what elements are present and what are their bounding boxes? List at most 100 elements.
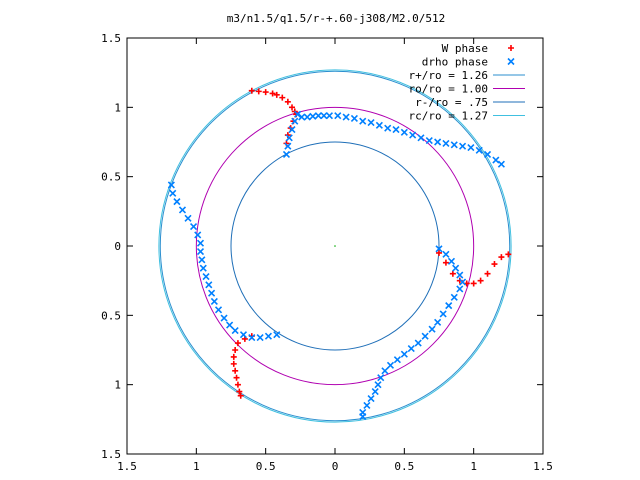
circle-0 [159,70,511,422]
drho-phase-point-10 [320,112,328,120]
x-tick-label-4: 0.5 [394,460,414,473]
drho-phase-point-57 [435,245,443,253]
w-phase-point-14 [436,249,442,256]
drho-phase-point-29 [475,146,483,154]
w-phase-point-34 [236,388,243,395]
legend-label-3: ro/ro = 1.00 [409,83,488,96]
origin-dot [334,245,336,247]
reference-circles [158,69,512,423]
drho-phase-point-52 [239,331,248,339]
drho-phase-point-27 [459,142,467,150]
drho-phase-point-9 [314,112,322,120]
w-phase-point-31 [232,367,239,374]
drho-phase-point-11 [325,112,334,120]
w-phase-point-1 [255,88,262,95]
drho-phase-point-2 [285,134,293,142]
y-tick-label-0: 1.5 [101,32,121,45]
drho-phase-point-45 [205,281,213,289]
y-tick-label-2: 0.5 [101,171,121,184]
legend-label-5: rc/ro = 1.27 [409,110,488,123]
y-axis: 1.5 1 0.5 0 0.5 1 1.5 [101,32,543,461]
w-phase-point-2 [262,89,269,96]
drho-phase-point-6 [298,113,306,121]
drho-phase-point-39 [194,231,202,239]
drho-phase-point-20 [400,128,408,136]
drho-phase-point-43 [199,264,207,272]
drho-phase-point-30 [483,150,492,159]
drho-phase-point-34 [169,189,177,197]
drho-phase-point-65 [445,302,453,310]
drho-phase-point-1 [284,142,292,150]
drho-phase-point-41 [196,247,205,256]
w-phase-point-3 [269,90,276,97]
drho-phase-point-63 [456,285,464,293]
x-tick-label-5: 1 [470,460,477,473]
w-phase-point-7 [289,104,296,111]
circle-3 [158,69,512,423]
drho-phase-point-25 [442,139,450,147]
w-phase-point-6 [284,98,291,105]
drho-phase-point-7 [303,113,311,121]
w-phase-point-27 [234,340,241,347]
drho-phase-point-58 [442,250,450,258]
drho-phase-point-26 [450,141,458,149]
y-tick-label-4: 0.5 [101,309,121,322]
drho-phase-point-71 [407,345,415,353]
drho-phase-point-62 [459,278,467,286]
drho-phase-point-56 [273,331,281,339]
drho-phase-point-15 [359,117,367,125]
drho-phase-point-3 [288,125,296,134]
w-phase-point-0 [248,87,255,94]
y-tick-label-3: 0 [114,240,121,253]
drho-phase-point-60 [452,264,460,272]
drho-phase-point-61 [456,271,464,279]
w-phase-point-35 [237,392,244,399]
w-phase-point-21 [484,270,491,277]
x-axis: 1.5 1 0.5 0 0.5 1 1.5 [117,38,553,473]
drho-phase-point-77 [374,381,382,389]
drho-phase-point-69 [421,332,429,340]
drho-phase-point-18 [384,124,392,132]
y-tick-label-6: 1.5 [101,448,121,461]
drho-phase-point-55 [264,332,273,340]
drho-phase-point-24 [434,138,442,146]
drho-phase-point-73 [393,356,401,364]
drho-phase-point-0 [282,150,291,159]
drho-phase-point-19 [392,125,400,134]
drho-phase-point-68 [428,325,436,333]
drho-phase-point-16 [367,119,375,127]
drho-phase-point-37 [184,214,192,222]
w-phase-point-16 [449,270,456,277]
drho-phase-point-72 [400,350,408,358]
w-phase-point-33 [234,381,241,388]
drho-phase-point-22 [417,134,425,142]
x-tick-label-3: 0 [332,460,339,473]
drho-phase-point-8 [309,112,317,120]
drho-phase-point-23 [425,137,433,145]
chart-title: m3/n1.5/q1.5/r-+.60-j308/M2.0/512 [227,12,446,25]
drho-phase-point-64 [450,293,458,301]
drho-phase-point-32 [497,160,505,168]
x-tick-label-1: 1 [193,460,200,473]
legend-swatch-0 [508,45,514,51]
drho-phase-point-47 [210,297,218,306]
x-tick-label-6: 1.5 [533,460,553,473]
drho-phase-point-40 [196,239,205,247]
w-phase-point-4 [273,91,280,98]
w-phase-point-23 [498,254,505,261]
drho-phase-point-33 [167,181,175,189]
drho-phase-point-48 [214,306,223,314]
drho-phase-point-80 [363,401,371,410]
w-phase-point-20 [477,277,484,284]
drho-phase-point-76 [377,374,385,382]
data-points [167,87,512,421]
drho-phase-point-53 [248,333,256,342]
drho-phase-point-54 [256,333,264,342]
w-phase-point-22 [491,261,498,268]
drho-phase-point-66 [439,310,447,318]
drho-phase-point-44 [202,272,210,281]
drho-phase-point-82 [359,412,367,421]
drho-phase-point-49 [220,314,228,322]
w-phase-point-30 [230,360,237,367]
